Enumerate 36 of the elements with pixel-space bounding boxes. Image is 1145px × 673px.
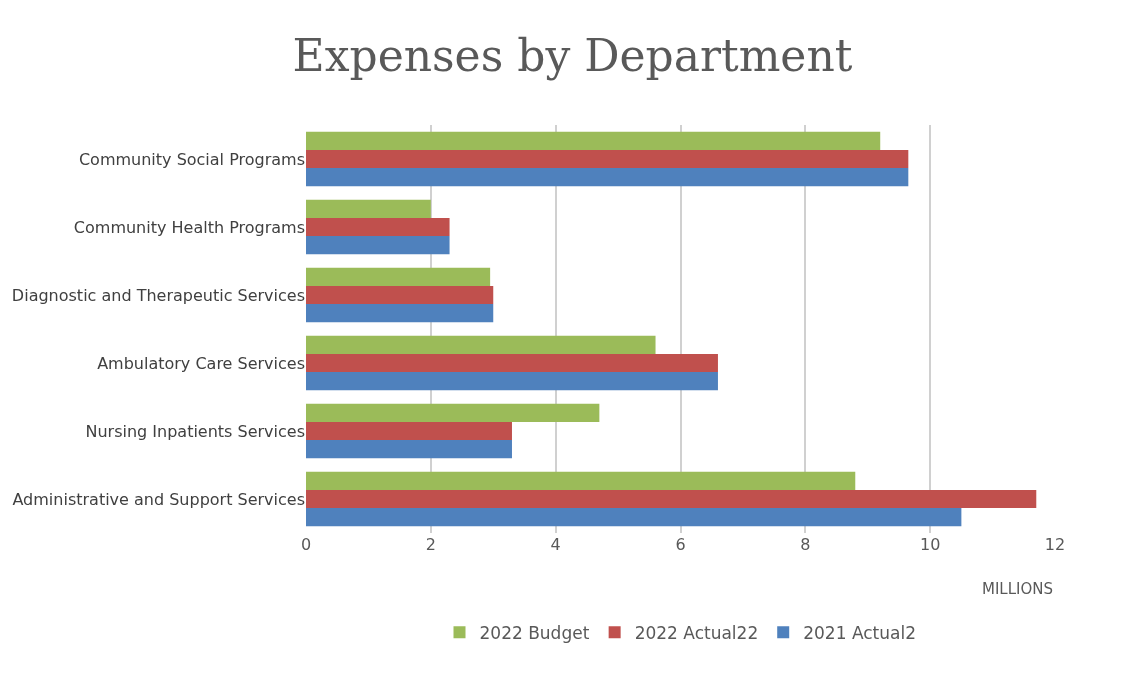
bar — [306, 236, 450, 255]
bar — [306, 304, 494, 323]
legend-label: 2022 Actual22 — [634, 622, 759, 643]
legend-label: 2022 Budget — [479, 622, 590, 643]
y-tick-label: Nursing Inpatients Services — [85, 421, 305, 441]
chart-title: Expenses by Department — [292, 30, 853, 82]
x-tick-label: 12 — [1044, 535, 1066, 554]
y-tick-label: Diagnostic and Therapeutic Services — [11, 285, 305, 305]
y-tick-label: Community Health Programs — [73, 217, 305, 237]
legend-label: 2021 Actual2 — [803, 622, 916, 643]
x-tick-label: 2 — [425, 535, 436, 554]
bar — [306, 335, 656, 354]
y-tick-label: Administrative and Support Services — [12, 489, 305, 509]
x-tick-label: 0 — [300, 535, 312, 554]
x-tick-label: 8 — [800, 535, 811, 554]
bar — [306, 149, 909, 169]
bar — [306, 267, 491, 286]
x-tick-label: 10 — [919, 535, 941, 554]
bar — [306, 440, 512, 459]
bar — [306, 421, 512, 441]
bar — [306, 199, 431, 218]
bar — [306, 168, 909, 187]
bar — [306, 372, 718, 391]
x-axis-title: MILLIONS — [982, 580, 1054, 598]
x-tick-label: 6 — [675, 535, 686, 554]
bar — [306, 508, 962, 527]
bar — [306, 353, 718, 373]
bar — [306, 403, 600, 422]
bar — [306, 131, 881, 150]
y-tick-label: Community Social Programs — [78, 149, 305, 169]
bar — [306, 471, 856, 490]
x-tick-label: 4 — [550, 535, 561, 554]
bar — [306, 489, 1037, 509]
y-tick-label: Ambulatory Care Services — [97, 353, 305, 373]
bar — [306, 285, 494, 305]
bar — [306, 217, 450, 237]
